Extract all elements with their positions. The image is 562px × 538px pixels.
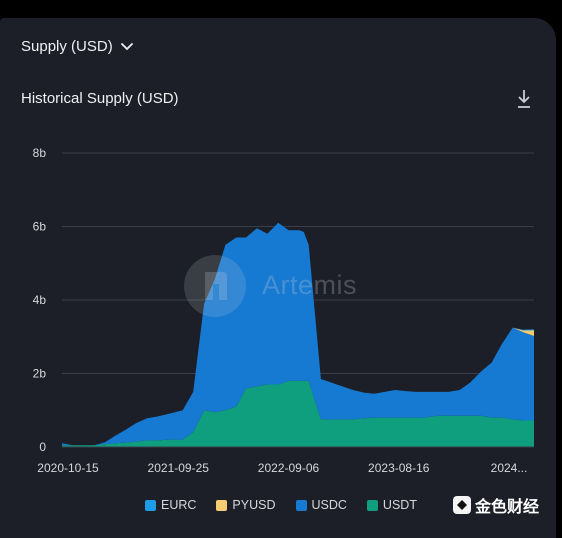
chevron-down-icon xyxy=(120,42,133,50)
area-usdc xyxy=(62,222,534,446)
metric-dropdown[interactable]: Supply (USD) xyxy=(21,38,133,55)
legend-item-pyusd[interactable]: PYUSD xyxy=(216,498,276,512)
y-tick-label: 8b xyxy=(33,146,47,160)
x-tick-label: 2021-09-25 xyxy=(148,461,210,475)
legend-label-usdc: USDC xyxy=(311,498,347,512)
chart-plot: 0 2b 4b 6b 8b 2020-10-15 2021-09-25 2022-09-06 2… xyxy=(33,146,534,475)
jinse-logo: 金色财经 xyxy=(453,493,539,517)
jinse-logo-text: 金色财经 xyxy=(475,499,540,516)
legend-item-usdt[interactable]: USDT xyxy=(366,498,417,512)
legend-swatch-pyusd xyxy=(216,499,228,511)
chart-title: Historical Supply (USD) xyxy=(21,90,179,107)
legend-swatch-eurc xyxy=(145,499,156,511)
jinse-mark-icon xyxy=(453,496,471,514)
legend-label-pyusd: PYUSD xyxy=(232,498,276,512)
y-tick-label: 0 xyxy=(39,440,46,454)
metric-dropdown-label: Supply (USD) xyxy=(21,38,113,55)
area-usdt xyxy=(62,380,534,447)
download-icon[interactable] xyxy=(515,88,533,110)
y-tick-label: 2b xyxy=(33,367,47,381)
legend-label-eurc: EURC xyxy=(161,498,197,512)
x-tick-label: 2022-09-06 xyxy=(258,461,320,475)
chart-legend: EURC PYUSD USDC USDT xyxy=(145,498,417,512)
x-tick-label: 2024... xyxy=(491,461,528,475)
legend-swatch-usdc xyxy=(295,499,307,511)
legend-label-usdt: USDT xyxy=(382,498,417,512)
legend-swatch-usdt xyxy=(366,499,378,511)
legend-item-eurc[interactable]: EURC xyxy=(145,498,196,512)
chart-card: Supply (USD) Historical Supply (USD) 0 2b… xyxy=(0,18,556,538)
x-tick-label: 2023-08-16 xyxy=(368,461,430,475)
y-tick-label: 6b xyxy=(33,220,47,234)
legend-item-usdc[interactable]: USDC xyxy=(295,498,347,512)
y-tick-label: 4b xyxy=(33,293,47,307)
x-tick-label: 2020-10-15 xyxy=(37,461,99,475)
